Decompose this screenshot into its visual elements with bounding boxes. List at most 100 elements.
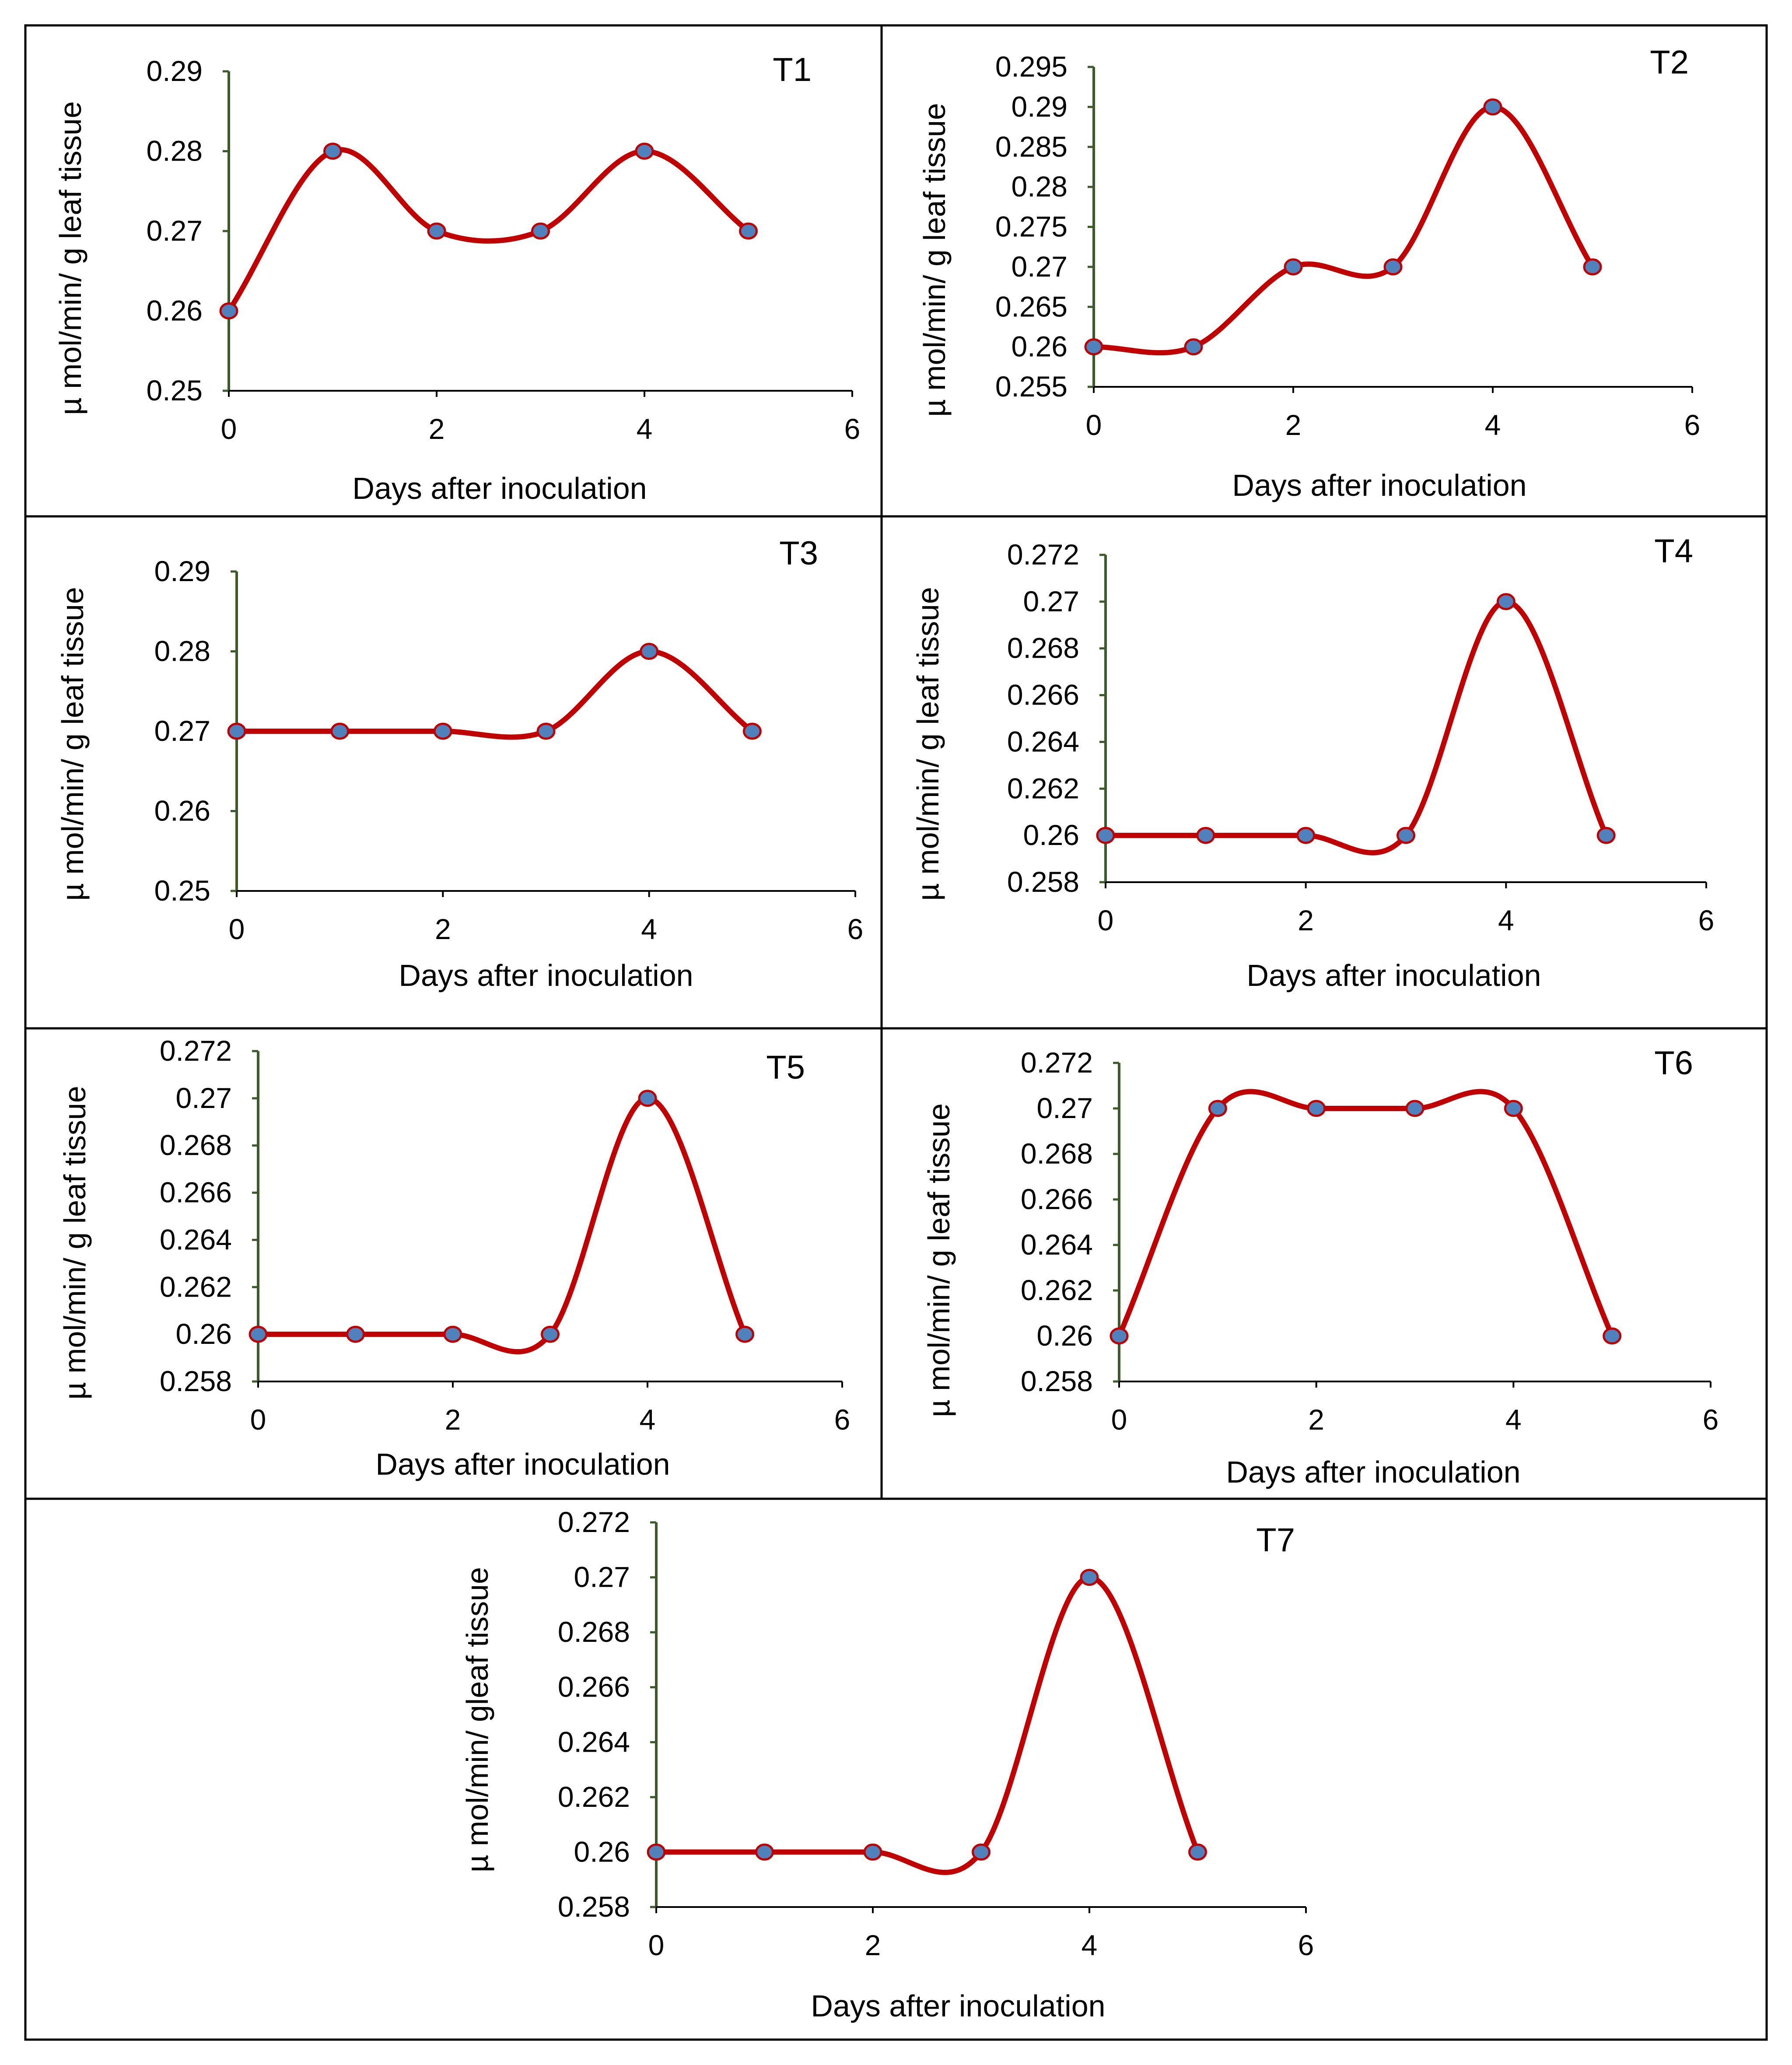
data-point-day-4 [635, 143, 654, 160]
x-tick-label: 4 [1498, 904, 1514, 936]
data-point-day-1 [330, 722, 350, 740]
data-point-day-3 [536, 722, 556, 740]
x-tick-label: 2 [1285, 409, 1302, 441]
data-point-day-0 [1110, 1327, 1129, 1345]
y-tick-label: 0.26 [147, 294, 203, 327]
x-axis-title: Days after inoculation [1226, 1455, 1520, 1489]
x-tick-label: 0 [1098, 904, 1114, 936]
x-tick-label: 4 [1082, 1929, 1098, 1961]
y-tick-label: 0.27 [1037, 1092, 1093, 1124]
x-tick-label: 2 [865, 1929, 881, 1961]
x-tick-label: 2 [429, 413, 445, 445]
data-point-day-3 [531, 222, 550, 240]
y-tick-label: 0.268 [160, 1129, 232, 1161]
y-tick-label: 0.258 [558, 1890, 630, 1923]
data-point-day-1 [1184, 338, 1203, 356]
x-axis-title: Days after inoculation [375, 1447, 670, 1481]
y-tick-label: 0.264 [1021, 1228, 1093, 1261]
y-axis-title: µ mol/min/ gleaf tissue [460, 1567, 494, 1872]
panel-title: T5 [766, 1049, 805, 1086]
chart-panel-t5: 0.258 0.26 0.262 0.264 0.266 0.268 0.27 0.272 0 2… [58, 1034, 850, 1481]
x-tick-label: 2 [435, 913, 451, 945]
chart-panel-t1: 0.25 0.26 0.27 0.28 0.29 0 2 4 6 T1 Days after ino… [53, 51, 860, 505]
y-tick-label: 0.262 [160, 1270, 232, 1303]
y-tick-label: 0.272 [1007, 538, 1079, 571]
series-line [1091, 104, 1595, 356]
y-tick-label: 0.25 [147, 374, 203, 407]
x-tick-label: 2 [445, 1403, 461, 1436]
data-point-day-4 [640, 643, 659, 660]
x-tick-label: 4 [1485, 409, 1501, 441]
y-tick-label: 0.264 [160, 1223, 232, 1255]
data-point-day-4 [1483, 98, 1502, 116]
data-point-day-2 [863, 1843, 882, 1861]
data-point-day-1 [1208, 1100, 1227, 1117]
data-point-day-4 [1504, 1100, 1523, 1117]
series-line [226, 147, 751, 314]
y-tick-label: 0.262 [1007, 772, 1079, 804]
y-tick-label: 0.268 [1007, 632, 1079, 664]
y-tick-label: 0.27 [574, 1561, 630, 1593]
y-tick-label: 0.262 [558, 1781, 630, 1813]
y-tick-label: 0.29 [1012, 90, 1068, 123]
panel-title: T4 [1654, 533, 1693, 570]
y-tick-label: 0.264 [558, 1725, 630, 1758]
y-tick-label: 0.272 [1021, 1046, 1093, 1079]
chart-panel-t7: 0.258 0.26 0.262 0.264 0.266 0.268 0.27 0.272 0 2… [460, 1506, 1314, 2023]
y-tick-label: 0.27 [176, 1082, 232, 1114]
x-tick-label: 0 [229, 913, 245, 945]
data-point-day-5 [742, 722, 762, 740]
series-line [234, 649, 755, 740]
data-point-day-1 [346, 1325, 365, 1343]
y-tick-label: 0.28 [154, 635, 210, 667]
chart-panel-t6: 0.258 0.26 0.262 0.264 0.266 0.268 0.27 0.272 0 2… [922, 1045, 1718, 1489]
panel-title: T3 [779, 535, 818, 572]
y-tick-label: 0.258 [160, 1365, 232, 1397]
x-axis-title: Days after inoculation [399, 958, 693, 992]
series-line [1116, 1089, 1615, 1339]
data-point-day-0 [227, 722, 246, 740]
x-tick-label: 6 [844, 413, 861, 445]
y-tick-label: 0.29 [147, 55, 203, 87]
y-tick-label: 0.268 [558, 1616, 630, 1648]
y-tick-label: 0.265 [995, 290, 1068, 323]
data-point-day-0 [1084, 338, 1103, 356]
y-tick-label: 0.27 [1012, 250, 1068, 283]
series-line [1103, 599, 1609, 855]
y-tick-label: 0.27 [154, 715, 210, 747]
y-tick-label: 0.26 [1037, 1319, 1093, 1352]
y-tick-label: 0.26 [1012, 330, 1068, 363]
data-point-day-5 [1603, 1327, 1622, 1345]
x-tick-label: 4 [1505, 1403, 1522, 1436]
x-tick-label: 6 [1298, 1929, 1314, 1961]
y-tick-label: 0.258 [1021, 1365, 1093, 1397]
y-tick-label: 0.275 [995, 210, 1068, 243]
panel-title: T6 [1654, 1045, 1693, 1082]
x-tick-label: 2 [1308, 1403, 1324, 1436]
data-point-day-0 [647, 1843, 666, 1861]
y-axis-title: µ mol/min/ g leaf tissue [917, 103, 952, 417]
x-tick-label: 6 [834, 1403, 850, 1436]
series-line [654, 1574, 1200, 1875]
x-axis-title: Days after inoculation [352, 471, 647, 505]
y-tick-label: 0.266 [1007, 679, 1079, 711]
data-point-day-1 [323, 143, 342, 160]
data-point-day-2 [433, 722, 452, 740]
x-tick-label: 6 [847, 913, 864, 945]
y-tick-label: 0.262 [1021, 1274, 1093, 1306]
y-tick-label: 0.27 [147, 214, 203, 247]
y-tick-label: 0.266 [160, 1176, 232, 1209]
x-tick-label: 0 [1086, 409, 1102, 441]
y-axis-title: µ mol/min/ g leaf tissue [58, 1086, 92, 1399]
y-tick-label: 0.268 [1021, 1137, 1093, 1170]
data-point-day-2 [443, 1325, 462, 1343]
series-line [256, 1095, 748, 1355]
data-point-day-1 [1196, 827, 1215, 844]
data-point-day-4 [1496, 593, 1516, 610]
data-point-day-5 [1596, 827, 1616, 844]
y-tick-label: 0.28 [147, 135, 203, 167]
y-tick-label: 0.266 [1021, 1183, 1093, 1215]
data-point-day-2 [427, 222, 446, 240]
x-tick-label: 2 [1298, 904, 1314, 936]
